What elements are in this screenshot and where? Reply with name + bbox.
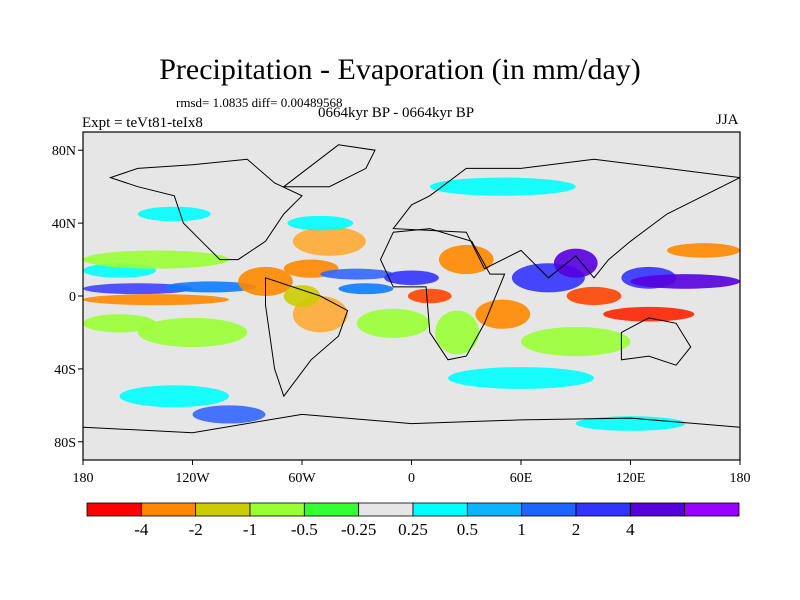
field-patch xyxy=(429,177,576,196)
lat-tick-label: 80S xyxy=(54,436,76,451)
coastline xyxy=(108,158,303,261)
field-patch xyxy=(667,243,740,258)
rmsd-diff-stats: rmsd= 1.0835 diff= 0.00489568 xyxy=(176,95,343,110)
field-patch xyxy=(521,326,631,357)
lon-tick-label: 180 xyxy=(730,471,751,486)
lon-tick-label: 60E xyxy=(510,471,533,486)
field-patch xyxy=(192,405,266,424)
coastline xyxy=(83,413,740,460)
field-patch xyxy=(603,306,695,322)
field-patch xyxy=(283,285,321,307)
lon-tick-label: 120W xyxy=(175,471,210,486)
field-patch xyxy=(83,250,229,269)
colorbar-box xyxy=(358,502,414,517)
field-patch xyxy=(566,286,622,306)
colorbar-label: -2 xyxy=(189,520,203,539)
colorbar-box xyxy=(684,502,740,517)
field-patch xyxy=(438,244,494,275)
lon-tick-label: 0 xyxy=(408,471,415,486)
field-patch xyxy=(287,215,354,231)
colorbar: -4 -2 -1 -0.5 -0.25 0.25 0.5 1 2 4 xyxy=(86,502,740,539)
field-patch xyxy=(292,226,366,256)
coastline xyxy=(282,144,376,188)
colorbar-box xyxy=(521,502,577,517)
colorbar-label: -4 xyxy=(134,520,149,539)
field-patch xyxy=(137,317,248,348)
field-patch xyxy=(553,248,598,278)
colorbar-box xyxy=(303,502,360,517)
experiment-label: Expt = teVt81-teIx8 xyxy=(82,115,203,131)
field-patch xyxy=(435,310,480,355)
colorbar-label: 4 xyxy=(626,520,635,539)
colorbar-label: 0.25 xyxy=(398,520,428,539)
colorbar-box xyxy=(575,502,631,517)
field-patch xyxy=(165,281,257,293)
chart-title: Precipitation - Evaporation (in mm/day) xyxy=(159,53,641,86)
field-patch xyxy=(83,283,193,295)
field-patch xyxy=(475,299,531,329)
field-patch xyxy=(338,283,394,295)
colorbar-label: -1 xyxy=(243,520,257,539)
field-patch xyxy=(320,268,394,280)
field-patch xyxy=(83,314,156,333)
colorbar-label: 2 xyxy=(572,520,581,539)
colorbar-box xyxy=(412,502,468,517)
colorbar-box xyxy=(249,502,305,517)
field-patch xyxy=(137,206,211,222)
field-patch xyxy=(448,367,594,389)
lat-tick-label: 40S xyxy=(54,363,76,378)
field-patch xyxy=(83,294,229,306)
field-patch xyxy=(407,288,452,304)
coastline xyxy=(620,317,692,366)
coastline xyxy=(265,277,349,398)
season-label: JJA xyxy=(716,112,739,128)
lat-tick-label: 0 xyxy=(69,290,76,305)
lon-tick-label: 180 xyxy=(73,471,94,486)
colorbar-box xyxy=(629,502,686,517)
coastlines xyxy=(83,144,740,460)
colorbar-box xyxy=(86,502,142,517)
colorbar-box xyxy=(195,502,251,517)
field-patch xyxy=(630,274,740,289)
lon-tick-label: 60W xyxy=(288,471,316,486)
field-patch xyxy=(384,270,439,286)
colorbar-label: -0.5 xyxy=(291,520,318,539)
latitude-axis: 80N 40N 0 40S 80S xyxy=(52,144,83,451)
lat-tick-label: 80N xyxy=(52,144,76,159)
lat-tick-label: 40N xyxy=(52,217,76,232)
coastline xyxy=(392,158,740,279)
colorbar-label: 1 xyxy=(517,520,526,539)
lon-tick-label: 120E xyxy=(616,471,646,486)
colorbar-label: -0.25 xyxy=(341,520,376,539)
period-label: 0664kyr BP - 0664kyr BP xyxy=(318,105,475,121)
colorbar-box xyxy=(140,502,197,517)
field-patch xyxy=(119,385,229,408)
field-patch xyxy=(356,308,430,338)
colorbar-box xyxy=(466,502,523,517)
colorbar-label: 0.5 xyxy=(457,520,478,539)
coastline xyxy=(379,228,506,361)
longitude-axis: 180 120W 60W 0 60E 120E 180 xyxy=(73,460,751,486)
